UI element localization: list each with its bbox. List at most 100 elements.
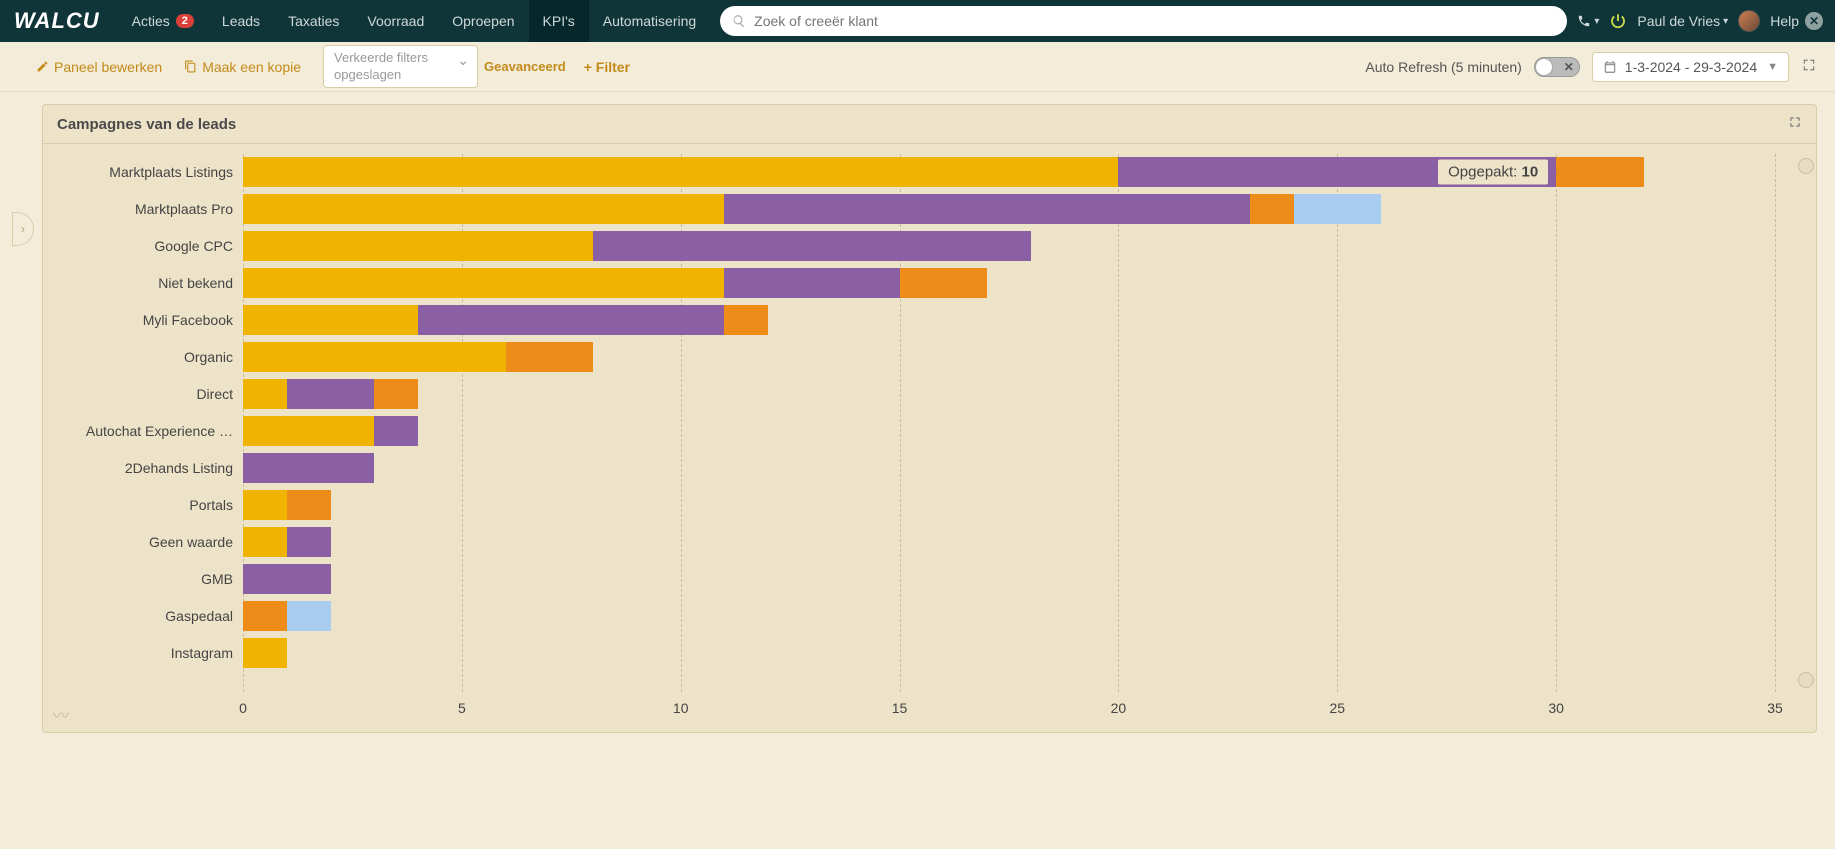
nav-items: Acties2LeadsTaxaties Voorraad Oproepen KPI'… bbox=[118, 0, 711, 42]
search-icon bbox=[732, 14, 746, 28]
bar-segment[interactable] bbox=[243, 231, 593, 261]
bar-segment[interactable] bbox=[724, 194, 1249, 224]
nav-item-taxaties[interactable]: Taxaties bbox=[274, 0, 353, 42]
bar-row[interactable] bbox=[243, 379, 1775, 409]
bar-segment[interactable] bbox=[287, 490, 331, 520]
bar-segment[interactable] bbox=[243, 157, 1118, 187]
user-name: Paul de Vries bbox=[1637, 13, 1720, 29]
bar-segment[interactable] bbox=[243, 527, 287, 557]
bar-segment[interactable] bbox=[243, 490, 287, 520]
bar-row[interactable] bbox=[243, 527, 1775, 557]
bar-row[interactable] bbox=[243, 490, 1775, 520]
y-axis-label: Organic bbox=[184, 349, 243, 365]
bar-segment[interactable] bbox=[287, 527, 331, 557]
power-icon[interactable] bbox=[1609, 12, 1627, 30]
chevron-down-icon: ▼ bbox=[1767, 61, 1778, 73]
advanced-link[interactable]: Geavanceerd bbox=[484, 59, 566, 74]
toggle-knob bbox=[1535, 58, 1553, 76]
y-axis-label: Autochat Experience … bbox=[86, 423, 243, 439]
bar-segment[interactable] bbox=[243, 342, 506, 372]
bar-segment[interactable] bbox=[506, 342, 594, 372]
edit-panel-button[interactable]: Paneel bewerken bbox=[36, 59, 162, 75]
bar-row[interactable] bbox=[243, 231, 1775, 261]
search-input[interactable] bbox=[754, 13, 1555, 29]
bar-row[interactable] bbox=[243, 564, 1775, 594]
nav-item-acties[interactable]: Acties2 bbox=[118, 0, 208, 42]
filter-line1: Verkeerde filters bbox=[334, 50, 449, 66]
bar-segment[interactable] bbox=[1294, 194, 1382, 224]
saved-filter-select[interactable]: Verkeerde filters opgeslagen bbox=[323, 45, 478, 88]
bar-segment[interactable] bbox=[243, 305, 418, 335]
bar-row[interactable] bbox=[243, 638, 1775, 668]
close-icon[interactable]: ✕ bbox=[1805, 12, 1823, 30]
bar-row[interactable] bbox=[243, 601, 1775, 631]
bar-row[interactable] bbox=[243, 268, 1775, 298]
bar-segment[interactable] bbox=[243, 564, 331, 594]
autorefresh-toggle[interactable]: ✕ bbox=[1534, 57, 1580, 77]
bar-segment[interactable] bbox=[243, 638, 287, 668]
search-box[interactable] bbox=[720, 6, 1567, 36]
nav-item-leads[interactable]: Leads bbox=[208, 0, 274, 42]
nav-item-label: KPI's bbox=[543, 13, 575, 29]
bar-segment[interactable] bbox=[593, 231, 1031, 261]
scroll-knob-bottom[interactable] bbox=[1798, 672, 1814, 688]
bar-segment[interactable] bbox=[1556, 157, 1644, 187]
bar-segment[interactable] bbox=[900, 268, 988, 298]
panel-expand-button[interactable] bbox=[1788, 115, 1802, 133]
bar-segment[interactable] bbox=[243, 268, 724, 298]
avatar[interactable] bbox=[1738, 10, 1760, 32]
collapse-sidebar-button[interactable]: › bbox=[12, 212, 34, 246]
y-axis-label: Google CPC bbox=[154, 238, 243, 254]
bar-segment[interactable] bbox=[243, 453, 374, 483]
nav-item-automatisering[interactable]: Automatisering bbox=[589, 0, 710, 42]
copy-icon bbox=[184, 60, 197, 73]
y-axis-label: Geen waarde bbox=[149, 534, 243, 550]
user-menu[interactable]: Paul de Vries▾ bbox=[1637, 13, 1728, 29]
nav-item-voorraad[interactable]: Voorraad bbox=[353, 0, 438, 42]
bar-segment[interactable] bbox=[243, 601, 287, 631]
x-axis-label: 0 bbox=[239, 700, 247, 716]
x-axis-label: 5 bbox=[458, 700, 466, 716]
x-axis-label: 20 bbox=[1111, 700, 1127, 716]
brand-logo: WALCU bbox=[0, 8, 118, 34]
search-wrap bbox=[710, 6, 1577, 36]
x-axis-label: 10 bbox=[673, 700, 689, 716]
bar-segment[interactable] bbox=[374, 416, 418, 446]
help-link[interactable]: Help ✕ bbox=[1770, 12, 1823, 30]
bar-segment[interactable] bbox=[287, 601, 331, 631]
y-axis-label: Marktplaats Listings bbox=[109, 164, 243, 180]
bar-segment[interactable] bbox=[724, 305, 768, 335]
bar-row[interactable] bbox=[243, 194, 1775, 224]
bar-segment[interactable] bbox=[243, 416, 374, 446]
bar-row[interactable] bbox=[243, 416, 1775, 446]
nav-badge: 2 bbox=[176, 14, 194, 28]
x-axis-label: 25 bbox=[1329, 700, 1345, 716]
y-axis-label: Portals bbox=[189, 497, 243, 513]
bar-row[interactable] bbox=[243, 453, 1775, 483]
help-label: Help bbox=[1770, 13, 1799, 29]
bar-segment[interactable] bbox=[243, 194, 724, 224]
bar-segment[interactable] bbox=[287, 379, 375, 409]
stage: › Campagnes van de leads 05101520253035M… bbox=[0, 92, 1835, 733]
phone-icon[interactable]: ▾ bbox=[1577, 14, 1599, 28]
toggle-off-icon: ✕ bbox=[1564, 60, 1574, 74]
bar-segment[interactable] bbox=[418, 305, 724, 335]
add-filter-button[interactable]: + Filter bbox=[584, 59, 630, 75]
chart-area: 05101520253035Marktplaats ListingsMarktp… bbox=[43, 144, 1816, 732]
scroll-knob-top[interactable] bbox=[1798, 158, 1814, 174]
make-copy-button[interactable]: Maak een kopie bbox=[184, 59, 301, 75]
nav-item-kpi-s[interactable]: KPI's bbox=[529, 0, 589, 42]
chart-settings-icon[interactable]: 〰 bbox=[53, 702, 69, 726]
fullscreen-button[interactable] bbox=[1801, 57, 1817, 76]
bar-segment[interactable] bbox=[374, 379, 418, 409]
chart-tooltip: Opgepakt: 10 bbox=[1436, 158, 1550, 187]
bar-segment[interactable] bbox=[1250, 194, 1294, 224]
nav-item-label: Oproepen bbox=[452, 13, 514, 29]
nav-item-oproepen[interactable]: Oproepen bbox=[438, 0, 528, 42]
bar-segment[interactable] bbox=[724, 268, 899, 298]
date-range-picker[interactable]: 1-3-2024 - 29-3-2024 ▼ bbox=[1592, 52, 1789, 82]
bar-row[interactable] bbox=[243, 342, 1775, 372]
bar-segment[interactable] bbox=[243, 379, 287, 409]
nav-item-label: Voorraad bbox=[367, 13, 424, 29]
bar-row[interactable] bbox=[243, 305, 1775, 335]
